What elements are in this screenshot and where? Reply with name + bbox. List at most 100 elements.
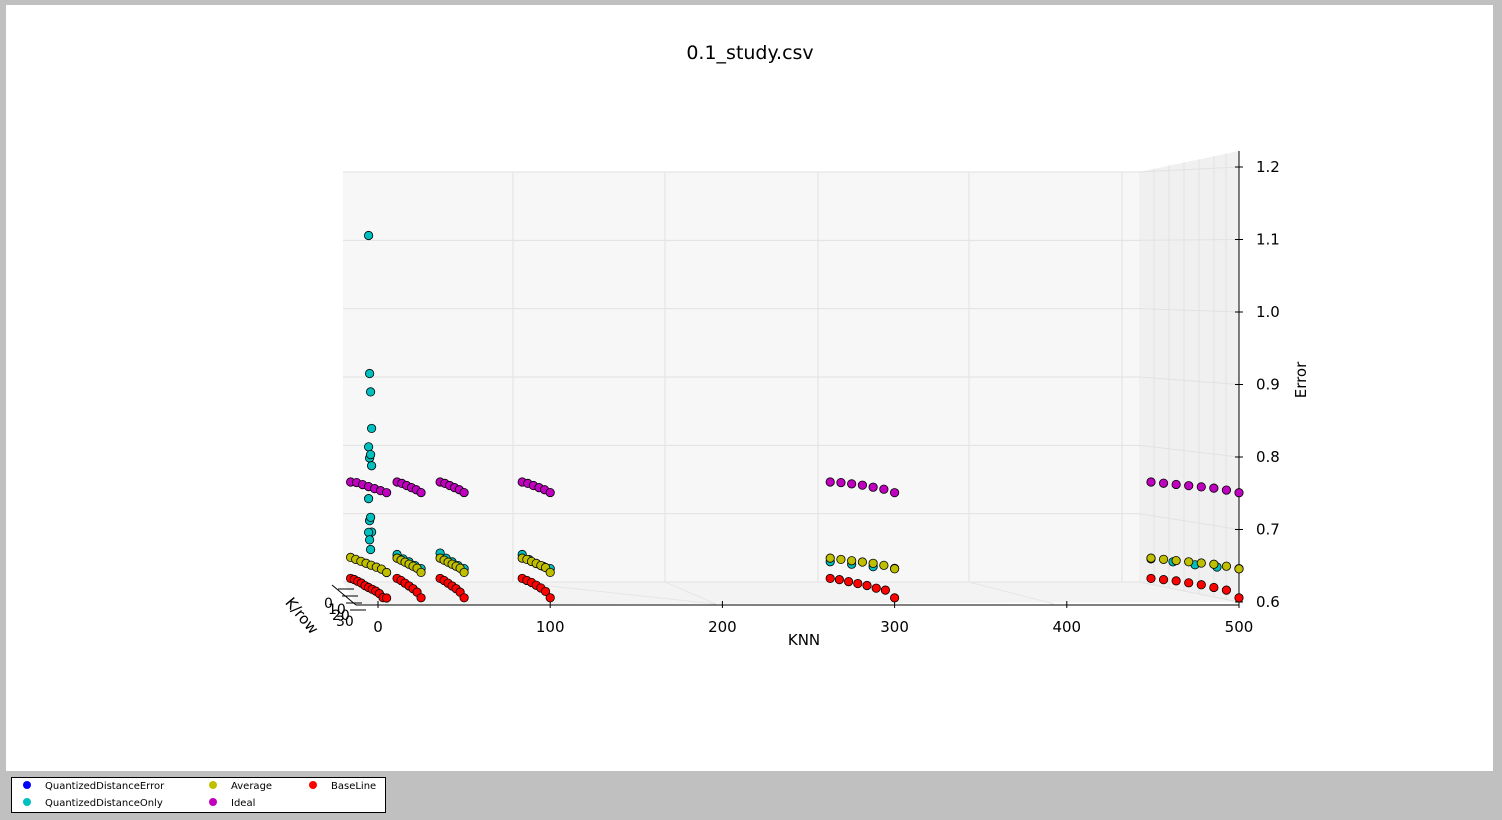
data-point-ideal	[1146, 477, 1156, 487]
legend-label: QuantizedDistanceError	[45, 781, 165, 792]
legend-swatch	[209, 798, 217, 806]
data-point-average	[836, 554, 846, 565]
data-point-quantizeddistanceonly	[364, 527, 374, 537]
grid-line-side	[1138, 239, 1240, 241]
data-point-ideal	[836, 477, 846, 488]
data-point-average	[857, 557, 868, 567]
x-tick-label: 400	[1052, 618, 1081, 636]
data-point-ideal	[1184, 481, 1194, 491]
x-tick-label: 0	[373, 618, 383, 636]
data-point-baseline	[825, 573, 835, 584]
data-point-ideal	[1221, 485, 1232, 495]
grid-line-side	[1138, 376, 1240, 385]
data-point-average	[868, 558, 878, 568]
figure-canvas: 0.1_study.csv 0 100 200 300 400 500 0.6 0.7 0.8 0…	[6, 5, 1493, 771]
legend-swatch	[209, 781, 217, 789]
data-point-baseline	[382, 593, 392, 603]
data-point-baseline	[459, 593, 469, 603]
z-tick-label: 1.1	[1256, 231, 1280, 249]
data-point-average	[889, 564, 900, 574]
data-point-baseline	[862, 580, 872, 591]
z-tick-label: 0.7	[1256, 521, 1280, 539]
x-axis-label: KNN	[788, 631, 820, 649]
grid-line-side	[1138, 166, 1240, 173]
grid-line-floor	[664, 581, 717, 605]
data-point-baseline	[1234, 593, 1244, 603]
x-tick-label: 200	[708, 618, 737, 636]
legend-label: BaseLine	[331, 781, 377, 792]
data-point-ideal	[868, 482, 878, 492]
y-tick-label: 10	[328, 602, 346, 618]
data-point-quantizeddistanceonly	[366, 512, 376, 522]
data-point-quantizeddistanceonly	[366, 387, 376, 397]
data-point-average	[1234, 564, 1244, 574]
scatter-3d-plot: 0.1_study.csv 0 100 200 300 400 5000.60.70.80…	[281, 42, 1310, 649]
data-point-ideal	[1196, 482, 1206, 492]
data-point-ideal	[459, 487, 469, 498]
data-point-baseline	[1146, 573, 1156, 584]
legend-item: QuantizedDistanceError	[23, 780, 164, 794]
z-tick-label: 0.9	[1256, 376, 1280, 394]
data-point-baseline	[834, 575, 845, 585]
data-point-ideal	[545, 487, 555, 498]
legend-swatch	[23, 798, 31, 806]
data-point-average	[1221, 561, 1232, 571]
data-point-ideal	[382, 488, 392, 498]
z-axis-label: Error	[1292, 361, 1310, 398]
y-tick-label: 20	[332, 608, 350, 624]
data-point-baseline	[1171, 576, 1181, 586]
x-tick-label: 100	[536, 618, 565, 636]
data-point-baseline	[1184, 578, 1194, 588]
data-point-baseline	[843, 576, 854, 587]
legend: QuantizedDistanceError QuantizedDistanceO…	[11, 777, 386, 813]
grid-line-floor	[968, 581, 1055, 605]
data-point-average	[1196, 558, 1206, 568]
data-point-quantizeddistanceonly	[365, 368, 375, 379]
z-tick-label: 1.0	[1256, 303, 1280, 321]
data-point-quantizeddistanceonly	[365, 535, 375, 545]
legend-label: Average	[231, 781, 273, 792]
legend-label: Ideal	[231, 798, 256, 809]
data-point-quantizeddistanceonly	[364, 442, 374, 452]
data-point-average	[1209, 559, 1219, 569]
data-point-baseline	[1196, 580, 1206, 590]
legend-item: QuantizedDistanceOnly	[23, 797, 163, 811]
data-point-ideal	[857, 480, 868, 490]
data-point-quantizeddistanceonly	[364, 494, 374, 504]
z-tick-label: 0.8	[1256, 448, 1280, 466]
data-point-quantizeddistanceonly	[366, 544, 376, 555]
data-point-baseline	[540, 586, 551, 597]
grid-line-side	[1138, 513, 1240, 530]
data-point-baseline	[853, 578, 863, 589]
legend-swatch	[23, 781, 31, 789]
y-tick-label: 30	[336, 614, 354, 630]
data-point-baseline	[1221, 585, 1232, 595]
data-point-average	[1146, 553, 1156, 563]
data-point-average	[1171, 555, 1181, 566]
data-point-average	[416, 567, 426, 578]
data-point-baseline	[416, 593, 426, 603]
data-point-average	[459, 567, 469, 578]
grid-line-floor	[512, 581, 717, 605]
grid-line-side	[1138, 444, 1240, 458]
data-point-ideal	[879, 484, 889, 494]
z-tick-label: 1.2	[1256, 158, 1280, 176]
data-point-average	[825, 553, 835, 563]
data-point-average	[382, 567, 392, 578]
data-point-baseline	[889, 593, 900, 603]
data-point-ideal	[1158, 478, 1169, 488]
data-point-average	[847, 556, 857, 566]
data-point-baseline	[880, 585, 891, 595]
data-point-ideal	[1209, 483, 1219, 493]
data-point-average	[545, 567, 555, 578]
y-tick-label: 0	[324, 596, 333, 612]
data-point-baseline	[1158, 575, 1169, 585]
data-point-ideal	[825, 477, 835, 487]
data-point-average	[879, 560, 889, 570]
axes: 0 100 200 300 400 5000.60.70.80.91.01.11.2010…	[324, 151, 1280, 636]
legend-swatch	[309, 781, 317, 789]
data-point-ideal	[847, 479, 857, 489]
data-point-ideal	[889, 488, 900, 498]
legend-item: Ideal	[209, 797, 255, 811]
axis-panes	[343, 151, 1239, 605]
